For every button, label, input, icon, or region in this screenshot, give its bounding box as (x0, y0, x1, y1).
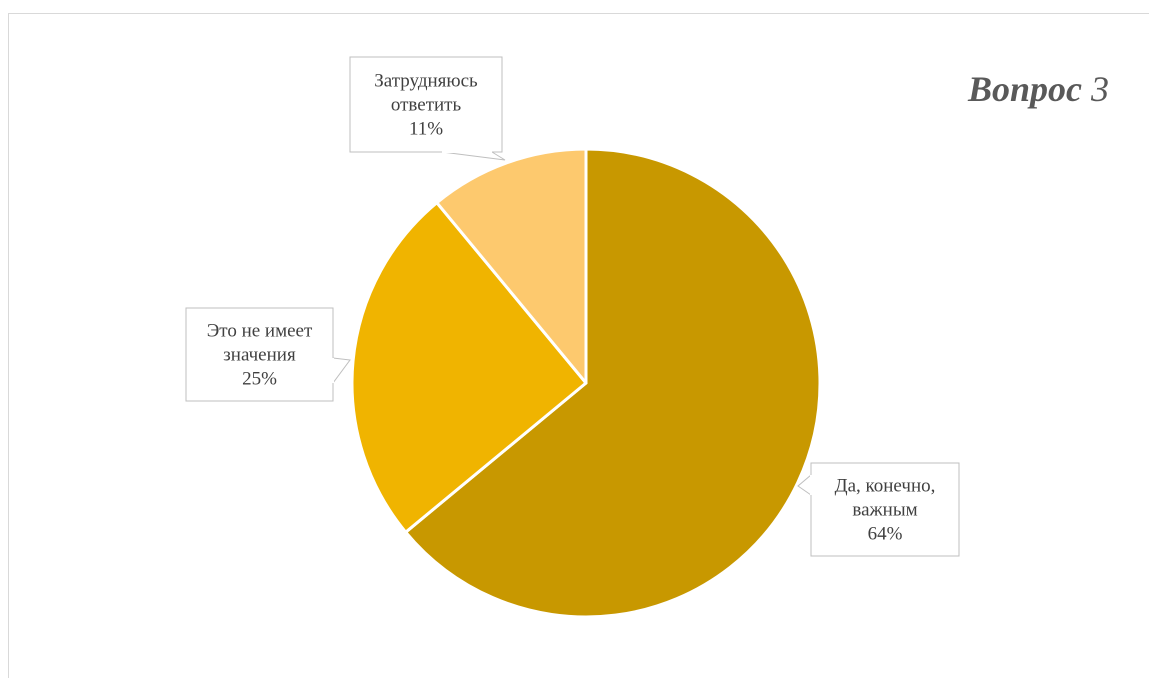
data-label-percent: 64% (868, 524, 903, 545)
pie-callouts: Да, конечно, важным 64% Это не имеет значени… (185, 56, 960, 557)
data-label-pointer (332, 357, 351, 384)
slice-no-matter (350, 201, 588, 534)
slice-hard-to-say (435, 147, 588, 385)
data-label-pointer (441, 151, 506, 161)
chart-title-number: 3 (1091, 69, 1109, 109)
chart-frame (8, 13, 1149, 678)
data-label-percent: 11% (409, 119, 443, 140)
data-label-box (349, 56, 503, 153)
data-label-text: ответить (391, 95, 462, 116)
data-label-slice-no-matter: Это не имеет значения 25% (185, 307, 351, 402)
chart-title-word: Вопрос (967, 69, 1082, 109)
data-label-pointer (797, 474, 812, 496)
chart-title: Вопрос 3 (968, 68, 1109, 110)
data-label-box (810, 462, 960, 557)
data-label-slice-hard-to-say: Затрудняюсь ответить 11% (349, 56, 506, 161)
pie-slices (350, 147, 822, 619)
data-label-text: значения (223, 345, 296, 366)
slice-yes-important (404, 147, 822, 619)
data-label-slice-yes-important: Да, конечно, важным 64% (797, 462, 960, 557)
data-label-box (185, 307, 334, 402)
data-label-percent: 25% (242, 369, 277, 390)
data-label-text: важным (852, 500, 917, 521)
data-label-text: Затрудняюсь (374, 71, 478, 92)
data-label-text: Да, конечно, (835, 476, 936, 497)
data-label-text: Это не имеет (207, 321, 313, 342)
